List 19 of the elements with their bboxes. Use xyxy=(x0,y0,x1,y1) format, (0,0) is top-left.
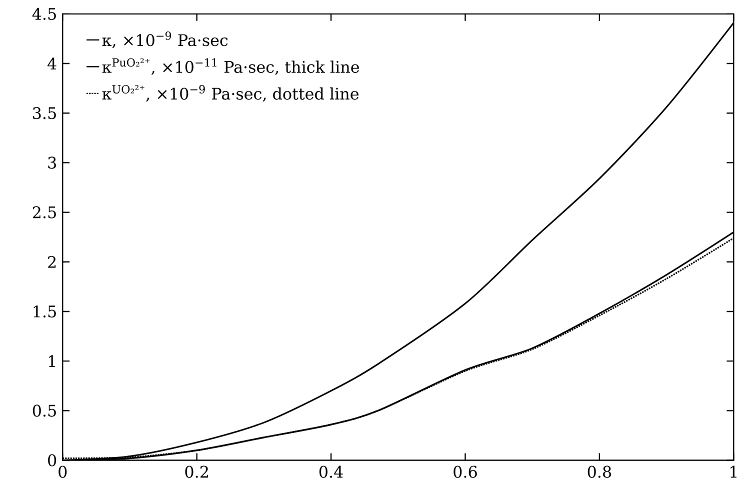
x-tick-label: 0.8 xyxy=(588,466,612,478)
y-tick-label: 0 xyxy=(48,454,56,466)
y-tick-label: 2.5 xyxy=(32,206,56,218)
y-tick-label: 1 xyxy=(48,355,55,367)
x-tick-label: 0.4 xyxy=(319,466,343,478)
legend-label: κ, ×10$^{−9}$ Pa·sec xyxy=(102,31,228,48)
y-tick-label: 2 xyxy=(48,256,56,268)
y-tick-label: 1.5 xyxy=(34,305,56,318)
y-tick-label: 4.5 xyxy=(32,8,56,20)
legend-label: κ$^{UO₂²⁺}$, ×10$^{−9}$ Pa·sec, dotted line xyxy=(102,85,359,102)
x-tick-label: 0 xyxy=(58,466,67,478)
x-tick-label: 0.2 xyxy=(185,466,208,478)
x-tick-label: 0.6 xyxy=(454,466,477,478)
x-tick-label: 1 xyxy=(730,466,736,478)
y-tick-label: 0.5 xyxy=(32,404,56,417)
legend-label: κ$^{PuO₂²⁺}$, ×10$^{−11}$ Pa·sec, thick line xyxy=(102,58,360,75)
y-tick-label: 3 xyxy=(48,156,56,169)
y-tick-label: 4 xyxy=(48,58,56,70)
y-tick-label: 3.5 xyxy=(33,107,56,120)
